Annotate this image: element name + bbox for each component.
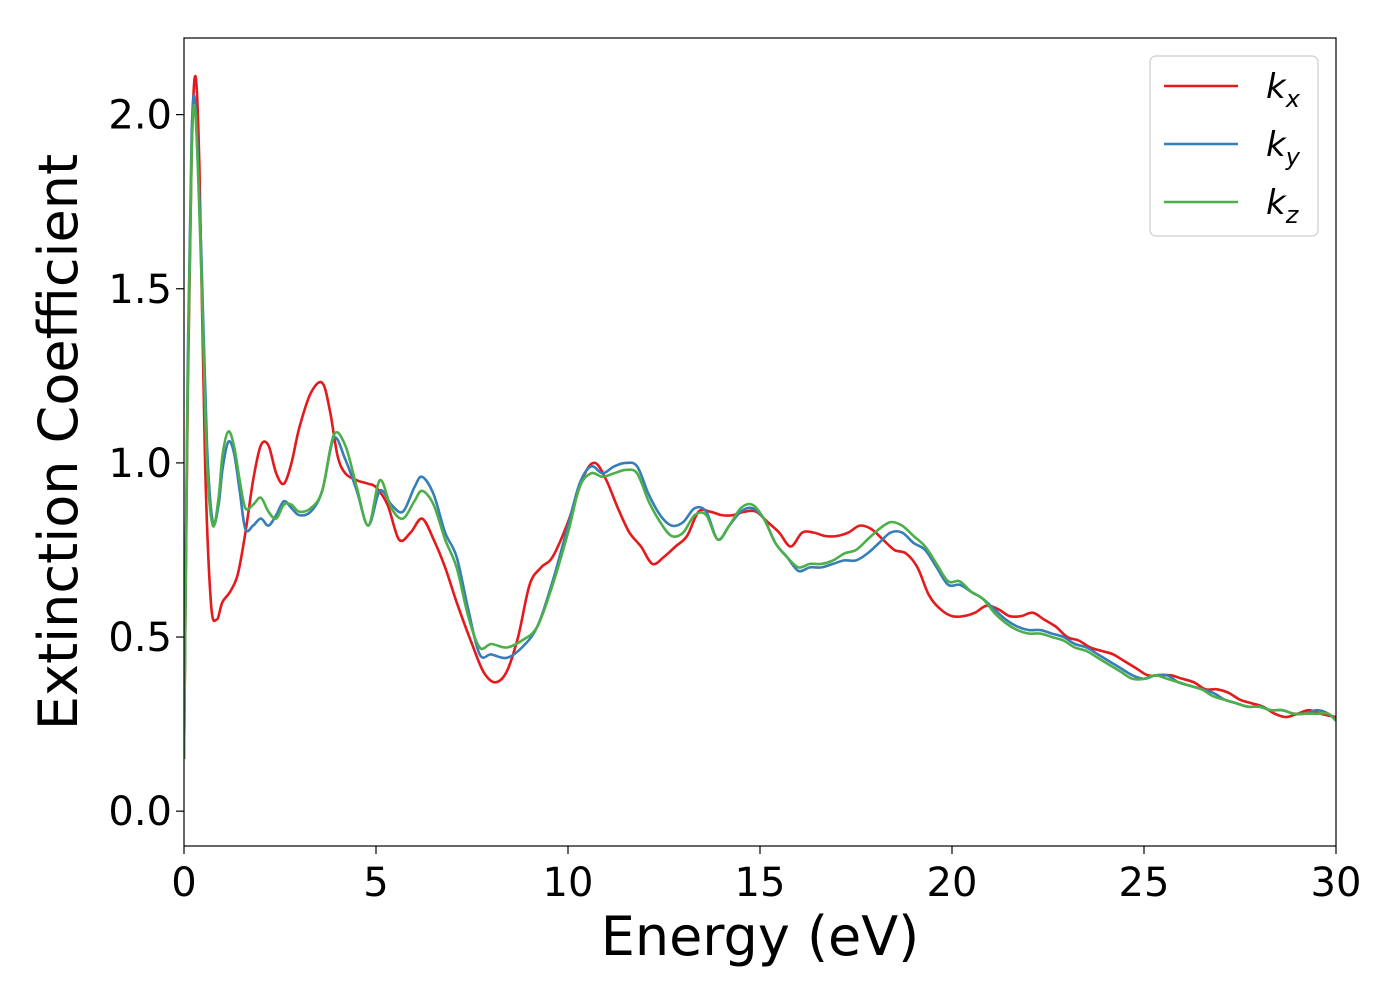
x-tick-label: 20 xyxy=(927,860,978,906)
y-tick-label: 2.0 xyxy=(108,93,172,139)
y-tick-label: 0.5 xyxy=(108,615,172,661)
y-tick-label: 1.0 xyxy=(108,441,172,487)
legend: kx ky kz xyxy=(1149,55,1319,237)
y-axis-title: Extinction Coefficient xyxy=(27,154,90,730)
x-tick-label: 5 xyxy=(363,860,388,906)
series-line-kz xyxy=(184,103,1336,759)
x-tick-label: 30 xyxy=(1311,860,1362,906)
legend-label-kz: kz xyxy=(1266,183,1300,229)
x-tick-label: 15 xyxy=(735,860,786,906)
x-tick-label: 0 xyxy=(171,860,196,906)
legend-box xyxy=(1149,55,1319,237)
x-tick-label: 10 xyxy=(543,860,594,906)
x-tick-label: 25 xyxy=(1119,860,1170,906)
legend-label-kx: kx xyxy=(1266,67,1301,113)
x-axis-title: Energy (eV) xyxy=(601,905,920,968)
legend-label-ky: ky xyxy=(1266,125,1301,171)
y-tick-label: 0.0 xyxy=(108,789,172,835)
ticks-layer: 0 5 10 15 20 25 30 0.0 0.5 1.0 1.5 2.0 xyxy=(108,93,1361,906)
series-layer xyxy=(184,74,1336,759)
series-line-kx xyxy=(184,74,1336,759)
series-line-ky xyxy=(184,94,1336,759)
y-tick-label: 1.5 xyxy=(108,267,172,313)
